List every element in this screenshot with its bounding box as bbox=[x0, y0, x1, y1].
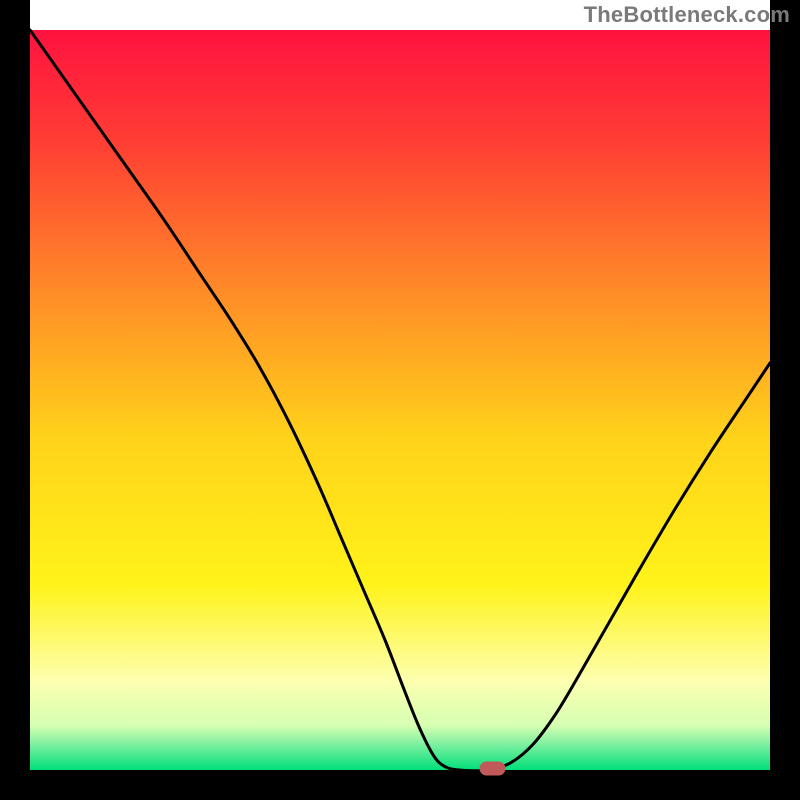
border-left bbox=[0, 0, 30, 800]
bottleneck-chart bbox=[0, 0, 800, 800]
border-bottom bbox=[0, 770, 800, 800]
border-right bbox=[770, 0, 800, 800]
optimal-point-marker bbox=[480, 762, 506, 776]
plot-area bbox=[30, 30, 770, 770]
watermark-text: TheBottleneck.com bbox=[584, 2, 790, 28]
chart-container: TheBottleneck.com bbox=[0, 0, 800, 800]
